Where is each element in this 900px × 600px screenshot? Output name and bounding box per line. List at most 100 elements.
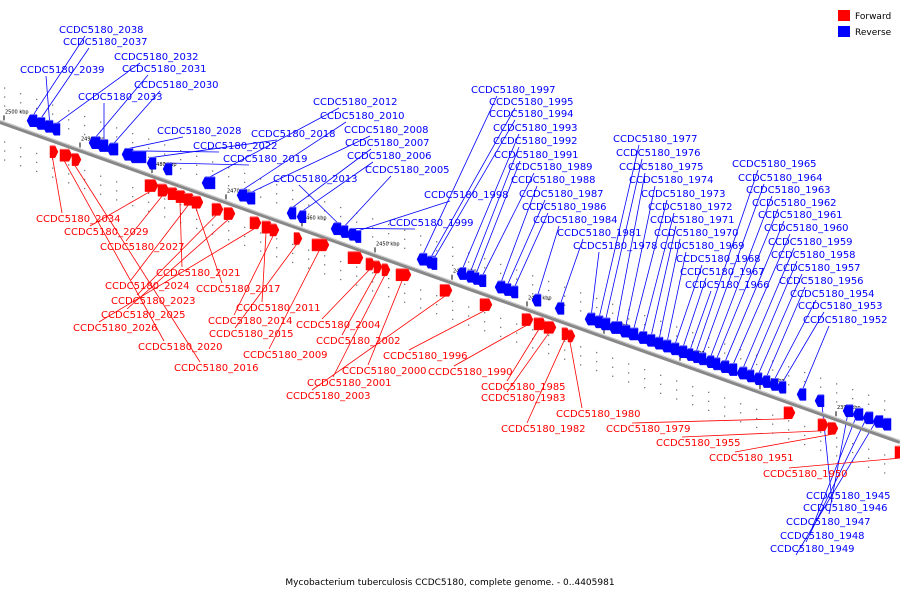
ladder-dot [340, 215, 342, 218]
ladder-dot [180, 150, 182, 152]
ladder-dot [612, 312, 614, 314]
reverse-gene-arrow [508, 285, 519, 299]
reverse-gene-arrow [330, 222, 342, 236]
ladder-dot [196, 218, 198, 220]
ladder-dot [788, 420, 790, 422]
reverse-gene-label: CCDC5180_2022 [193, 141, 278, 152]
ladder-dot [420, 244, 422, 246]
reverse-gene-arrow [501, 283, 512, 296]
forward-gene-arrow [439, 284, 453, 297]
forward-gene-label: CCDC5180_2004 [296, 320, 381, 331]
ladder-dot [756, 354, 758, 357]
forward-gene-arrow [249, 216, 262, 230]
ladder-dot [180, 204, 182, 206]
reverse-gene-arrow [744, 369, 755, 383]
reverse-gene-label: CCDC5180_2039 [20, 65, 105, 76]
forward-label-leader [234, 244, 297, 329]
ladder-dot [868, 394, 870, 396]
reverse-gene-arrow [636, 331, 648, 344]
reverse-gene-label: CCDC5180_1966 [685, 280, 770, 291]
reverse-gene-label: CCDC5180_2013 [273, 174, 358, 185]
genome-backbone [0, 120, 900, 444]
ladder-dot [724, 406, 726, 408]
forward-gene-arrow [543, 321, 557, 334]
ladder-dot [804, 371, 806, 374]
ladder-dot [804, 380, 806, 383]
ladder-dot [356, 221, 358, 223]
reverse-label-leader [431, 107, 516, 257]
ladder-dot [196, 164, 198, 166]
reverse-label-leader [358, 200, 451, 231]
reverse-gene-arrow [710, 357, 721, 371]
reverse-label-leader [251, 135, 371, 193]
ladder-dot [420, 289, 422, 291]
reverse-gene-arrow [352, 230, 362, 243]
ladder-dot [788, 384, 790, 386]
ladder-dot [404, 247, 406, 249]
reverse-label-leader [41, 47, 90, 118]
ladder-dot [452, 255, 454, 258]
forward-label-leader [631, 418, 789, 424]
forward-gene-arrow [269, 223, 280, 237]
reverse-gene-arrow [676, 345, 688, 359]
reverse-label-leader [298, 184, 338, 224]
ladder-dot [132, 132, 134, 135]
ladder-dot [436, 304, 438, 306]
ladder-dot [644, 377, 646, 380]
ladder-dot [100, 175, 102, 177]
ladder-dot [196, 173, 198, 175]
ladder-dot [884, 472, 886, 474]
ladder-dot [532, 275, 534, 277]
ladder-dot [532, 284, 534, 286]
ladder-dot [708, 346, 710, 349]
forward-gene-label: CCDC5180_2014 [208, 316, 293, 327]
reverse-gene-arrow [296, 210, 307, 223]
reverse-label-leader [633, 199, 668, 329]
forward-label-leader [126, 219, 229, 310]
ladder-dot [84, 187, 86, 190]
reverse-gene-label: CCDC5180_1999 [389, 218, 474, 229]
forward-gene-arrow [373, 260, 383, 274]
ladder-dot [340, 269, 342, 272]
reverse-gene-label: CCDC5180_1964 [738, 173, 823, 184]
ladder-dot [676, 335, 678, 337]
reverse-gene-label: CCDC5180_1971 [650, 215, 735, 226]
reverse-gene-arrow [34, 117, 46, 130]
reverse-gene-arrow [862, 411, 874, 425]
reverse-gene-arrow [880, 418, 892, 431]
ladder-dot [324, 210, 326, 212]
forward-gene-label: CCDC5180_1951 [709, 453, 794, 464]
reverse-gene-label: CCDC5180_2019 [223, 154, 308, 165]
ladder-dot [292, 261, 294, 264]
ladder-dot [628, 372, 630, 374]
forward-gene-arrow [157, 183, 170, 197]
ladder-dot [260, 250, 262, 252]
ladder-dot [420, 235, 422, 237]
ladder-dot [292, 198, 294, 201]
ladder-dot [740, 349, 742, 351]
ladder-dot [676, 389, 678, 391]
reverse-gene-label: CCDC5180_1998 [424, 190, 509, 201]
ladder-dot [388, 223, 390, 226]
ladder-dot [500, 335, 502, 338]
reverse-gene-arrow [96, 139, 109, 152]
ladder-dot [580, 301, 582, 303]
ladder-dot [308, 267, 310, 269]
ladder-dot [276, 202, 278, 204]
ladder-dot [756, 417, 758, 420]
ladder-dot [68, 119, 70, 121]
ladder-dot [644, 386, 646, 389]
reverse-gene-arrow [286, 206, 297, 220]
reverse-label-leader [152, 139, 278, 158]
reverse-label-leader [616, 172, 646, 322]
ladder-dot [36, 107, 38, 110]
ladder-dot [692, 404, 694, 406]
ladder-dot [84, 115, 86, 118]
ladder-dot [532, 329, 534, 331]
ladder-dot [84, 178, 86, 181]
reverse-gene-arrow [456, 267, 467, 280]
ladder-dot [884, 463, 886, 465]
ladder-dot [260, 196, 262, 198]
reverse-label-leader [820, 394, 833, 503]
ladder-dot [516, 323, 518, 325]
